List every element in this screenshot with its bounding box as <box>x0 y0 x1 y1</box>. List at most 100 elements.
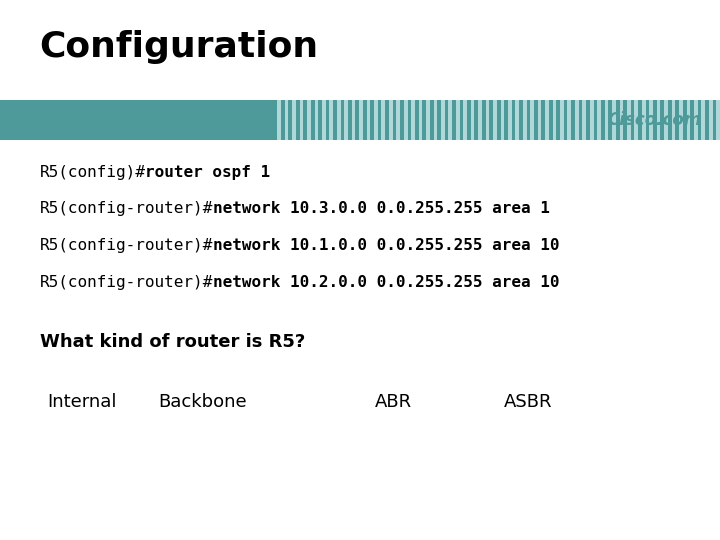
Bar <box>433 100 437 140</box>
Text: ABR: ABR <box>374 393 412 410</box>
Bar <box>482 100 485 140</box>
Bar <box>456 100 459 140</box>
Bar <box>478 100 482 140</box>
Bar <box>366 100 370 140</box>
Bar <box>557 100 560 140</box>
Bar <box>307 100 311 140</box>
Bar <box>471 100 474 140</box>
Bar <box>441 100 445 140</box>
Bar <box>564 100 567 140</box>
Bar <box>526 100 531 140</box>
Bar <box>549 100 553 140</box>
Bar <box>690 100 694 140</box>
Bar <box>344 100 348 140</box>
Bar <box>330 100 333 140</box>
Text: network 10.3.0.0 0.0.255.255 area 1: network 10.3.0.0 0.0.255.255 area 1 <box>213 201 550 217</box>
Bar <box>351 100 356 140</box>
Text: Cisco.com: Cisco.com <box>608 111 702 129</box>
Bar <box>605 100 608 140</box>
Bar <box>467 100 471 140</box>
Bar <box>296 100 300 140</box>
Bar <box>500 100 504 140</box>
Bar <box>672 100 675 140</box>
Bar <box>612 100 616 140</box>
Bar <box>586 100 590 140</box>
Bar <box>653 100 657 140</box>
Bar <box>449 100 452 140</box>
Bar <box>300 100 303 140</box>
Bar <box>396 100 400 140</box>
Bar <box>512 100 516 140</box>
Bar <box>374 100 378 140</box>
Bar <box>370 100 374 140</box>
Bar <box>508 100 512 140</box>
Bar <box>701 100 705 140</box>
Text: network 10.2.0.0 0.0.255.255 area 10: network 10.2.0.0 0.0.255.255 area 10 <box>213 275 559 290</box>
Bar <box>325 100 329 140</box>
Bar <box>363 100 366 140</box>
Bar <box>649 100 653 140</box>
Bar <box>437 100 441 140</box>
Bar <box>408 100 411 140</box>
Bar <box>534 100 538 140</box>
Bar <box>497 100 500 140</box>
Bar <box>474 100 478 140</box>
Bar <box>415 100 419 140</box>
Bar <box>634 100 638 140</box>
Bar <box>337 100 341 140</box>
Bar <box>620 100 624 140</box>
Bar <box>694 100 698 140</box>
Bar <box>560 100 564 140</box>
Bar <box>519 100 523 140</box>
Bar <box>608 100 612 140</box>
Bar <box>404 100 408 140</box>
Bar <box>341 100 344 140</box>
Bar <box>0 100 274 140</box>
Bar <box>423 100 426 140</box>
Bar <box>575 100 579 140</box>
Bar <box>426 100 430 140</box>
Bar <box>716 100 720 140</box>
Bar <box>485 100 490 140</box>
Bar <box>333 100 337 140</box>
Bar <box>385 100 389 140</box>
Bar <box>277 100 281 140</box>
Bar <box>382 100 385 140</box>
Bar <box>452 100 456 140</box>
Bar <box>516 100 519 140</box>
Text: R5(config-router)#: R5(config-router)# <box>40 275 213 290</box>
Bar <box>289 100 292 140</box>
Bar <box>490 100 493 140</box>
Bar <box>593 100 598 140</box>
Bar <box>646 100 649 140</box>
Bar <box>274 100 277 140</box>
Bar <box>389 100 392 140</box>
Bar <box>679 100 683 140</box>
Bar <box>687 100 690 140</box>
Bar <box>579 100 582 140</box>
Bar <box>356 100 359 140</box>
Bar <box>627 100 631 140</box>
Bar <box>705 100 708 140</box>
Bar <box>378 100 382 140</box>
Text: network 10.1.0.0 0.0.255.255 area 10: network 10.1.0.0 0.0.255.255 area 10 <box>213 238 559 253</box>
Bar <box>698 100 701 140</box>
Bar <box>713 100 716 140</box>
Bar <box>419 100 423 140</box>
Text: R5(config)#: R5(config)# <box>40 165 145 180</box>
Bar <box>400 100 404 140</box>
Bar <box>523 100 526 140</box>
Bar <box>601 100 605 140</box>
Bar <box>464 100 467 140</box>
Text: R5(config-router)#: R5(config-router)# <box>40 201 213 217</box>
Bar <box>281 100 284 140</box>
Bar <box>553 100 557 140</box>
Bar <box>616 100 619 140</box>
Bar <box>582 100 586 140</box>
Text: What kind of router is R5?: What kind of router is R5? <box>40 333 305 351</box>
Bar <box>657 100 660 140</box>
Bar <box>411 100 415 140</box>
Bar <box>665 100 668 140</box>
Bar <box>311 100 315 140</box>
Bar <box>292 100 296 140</box>
